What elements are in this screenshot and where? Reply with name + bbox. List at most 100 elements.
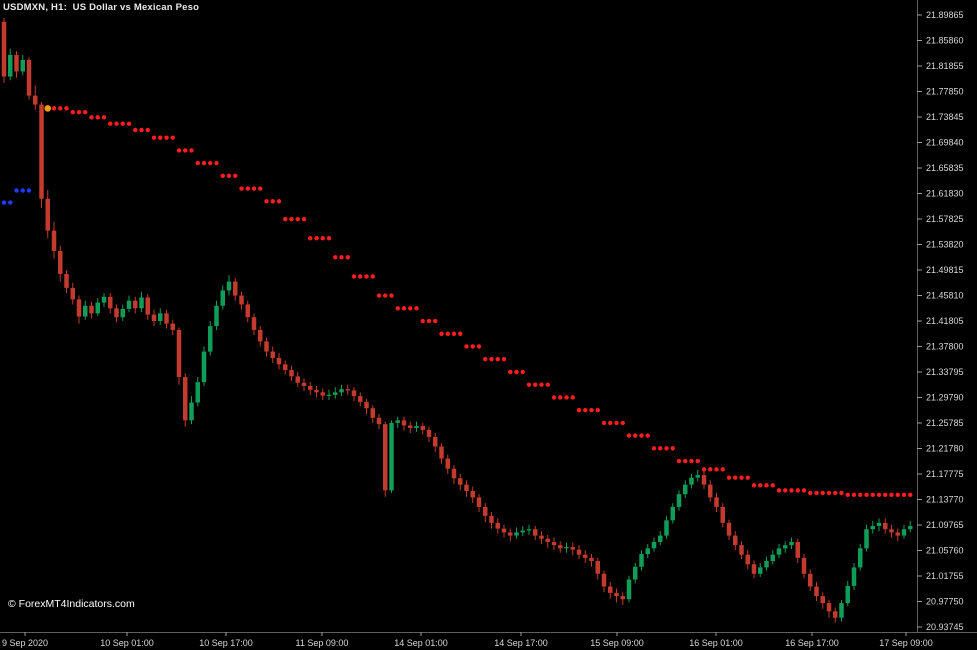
trailing-stop-dot-red <box>901 492 907 498</box>
bear-candle-body <box>533 529 538 536</box>
time-label: 9 Sep 2020 <box>2 638 48 648</box>
watermark: © ForexMT4Indicators.com <box>8 598 135 610</box>
bear-candle-body <box>720 506 725 523</box>
trailing-stop-dot-red <box>83 109 88 115</box>
trailing-stop-dot-red <box>770 483 775 488</box>
trailing-stop-dot-red <box>64 106 69 111</box>
trailing-stop-dot-red <box>645 433 650 438</box>
trailing-stop-dot-red <box>320 236 325 241</box>
trailing-stop-dot-red <box>514 369 519 375</box>
bull-candle-body <box>639 554 644 567</box>
trailing-stop-dot-red <box>414 306 419 311</box>
trailing-stop-dot-red <box>539 382 544 387</box>
trailing-stop-dot-red <box>220 173 225 179</box>
trailing-stop-dot-red <box>151 135 157 140</box>
bear-candle-body <box>614 592 619 597</box>
trailing-stop-dot-red <box>164 135 169 140</box>
bear-candle-body <box>820 596 825 604</box>
bull-candle-body <box>789 541 794 546</box>
bull-candle-body <box>526 529 532 531</box>
trailing-stop-dot-red <box>720 467 725 472</box>
price-label: 21.29790 <box>926 392 964 402</box>
trailing-stop-dot-red <box>595 407 600 413</box>
bear-candle-body <box>133 300 138 309</box>
trailing-stop-dot-red <box>189 148 194 153</box>
bull-candle-body <box>201 351 207 383</box>
trailing-stop-dot-red <box>808 490 813 496</box>
trailing-stop-dot-red <box>608 420 613 426</box>
trailing-stop-dot-red <box>426 318 432 324</box>
bear-candle-body <box>801 557 807 574</box>
trailing-stop-dot-red <box>376 293 382 298</box>
bull-candle-body <box>339 389 344 393</box>
bear-candle-body <box>501 528 507 533</box>
bull-candle-body <box>8 54 13 77</box>
bull-candle-body <box>870 526 875 530</box>
bull-candle-body <box>901 529 907 536</box>
trailing-stop-dot-red <box>895 492 900 498</box>
bear-candle-body <box>583 554 588 558</box>
bear-candle-body <box>508 532 513 536</box>
trailing-stop-dot-red <box>551 395 557 400</box>
trailing-stop-dot-red <box>689 458 694 464</box>
bear-candle-body <box>358 396 363 402</box>
bear-candle-body <box>89 305 94 314</box>
trailing-stop-dot-red <box>526 382 532 387</box>
trailing-stop-dot-red <box>101 115 107 120</box>
bear-candle-body <box>539 535 544 539</box>
plot-area[interactable] <box>1 17 913 623</box>
bear-candle-body <box>601 573 607 587</box>
bear-candle-body <box>39 104 44 199</box>
trailing-stop-dot-red <box>701 467 707 472</box>
price-label: 20.97750 <box>926 596 964 606</box>
trailing-stop-dot-red <box>801 488 807 493</box>
bear-candle-body <box>308 385 313 390</box>
trailing-stop-dot-red <box>864 492 869 498</box>
time-axis[interactable]: 9 Sep 2020 10 Sep 01:00 10 Sep 17:00 11 Sep… <box>0 632 977 648</box>
time-label: 14 Sep 01:00 <box>394 638 448 648</box>
trailing-stop-dot-red <box>489 357 494 362</box>
bear-candle-body <box>470 491 475 498</box>
trailing-stop-dot-blue <box>26 188 32 193</box>
trailing-stop-dot-red <box>183 148 188 153</box>
trailing-stop-dot-red <box>139 127 144 133</box>
bull-candle-body <box>208 326 213 352</box>
trailing-stop-dot-red <box>314 236 319 241</box>
trailing-stop-dot-red <box>389 293 394 298</box>
bear-candle-body <box>833 611 838 618</box>
bear-candle-body <box>64 273 69 288</box>
trailing-stop-dot-red <box>783 488 788 493</box>
trailing-stop-dot-red <box>726 475 732 480</box>
trailing-stop-dot-red <box>751 483 757 488</box>
bear-candle-body <box>495 522 500 529</box>
bear-candle-body <box>233 281 238 296</box>
bear-candle-body <box>895 532 900 536</box>
trailing-stop-dot-orange <box>44 105 52 112</box>
trailing-stop-dot-red <box>626 433 632 438</box>
bear-candle-body <box>276 357 282 365</box>
bear-candle-body <box>545 538 550 542</box>
bear-candle-body <box>70 287 75 300</box>
bear-candle-body <box>889 529 894 533</box>
bull-candle-body <box>626 579 632 600</box>
bull-candle-body <box>676 494 682 507</box>
bull-candle-body <box>214 305 219 327</box>
trailing-stop-dot-red <box>733 475 738 480</box>
trailing-stop-dot-red <box>214 160 219 166</box>
bull-candle-body <box>139 297 144 309</box>
price-axis[interactable]: 21.89865 21.85860 21.81855 21.77850 21.73845… <box>917 0 964 632</box>
bear-candle-body <box>489 515 494 523</box>
bull-candle-body <box>858 548 863 568</box>
bull-candle-body <box>189 402 194 421</box>
trailing-stop-dot-red <box>358 274 363 279</box>
trailing-stop-dot-red <box>395 306 400 311</box>
bear-candle-body <box>464 484 469 492</box>
bear-candle-body <box>701 475 707 485</box>
bear-candle-body <box>751 564 757 574</box>
bear-candle-body <box>170 323 175 330</box>
trailing-stop-dot-red <box>133 127 138 133</box>
bear-candle-body <box>283 364 288 371</box>
trailing-stop-dot-red <box>289 216 294 222</box>
bull-candle-body <box>695 475 700 478</box>
